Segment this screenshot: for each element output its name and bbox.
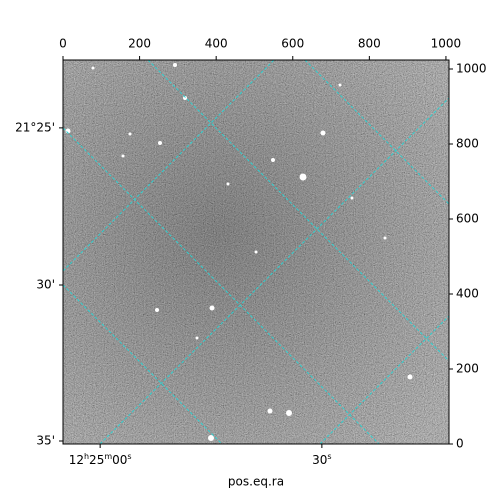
stars bbox=[65, 63, 413, 441]
x-tick-label: 400 bbox=[205, 37, 228, 51]
x-tick-label: 800 bbox=[358, 37, 381, 51]
dec-tick-label: 30' bbox=[36, 278, 55, 292]
x-axis-label: pos.eq.ra bbox=[228, 475, 284, 489]
ra-tick-label: 12h25m00s bbox=[69, 452, 132, 467]
coordinate-grid bbox=[63, 60, 449, 444]
frame bbox=[62, 59, 450, 445]
y-tick-label: 0 bbox=[456, 437, 464, 451]
x-tick-label: 0 bbox=[59, 37, 67, 51]
image bbox=[63, 60, 449, 444]
y-tick-label: 800 bbox=[456, 137, 479, 151]
x-tick-label: 200 bbox=[128, 37, 151, 51]
y-tick-label: 600 bbox=[456, 212, 479, 226]
ra-tick-label: 30s bbox=[312, 452, 331, 467]
y-tick-label: 200 bbox=[456, 362, 479, 376]
x-tick-label: 600 bbox=[281, 37, 304, 51]
x-tick-label: 1000 bbox=[431, 37, 462, 51]
y-tick-label: 400 bbox=[456, 287, 479, 301]
dec-tick-label: 21°25' bbox=[15, 120, 55, 134]
dec-tick-label: 35' bbox=[36, 434, 55, 448]
y-tick-label: 1000 bbox=[456, 62, 487, 76]
